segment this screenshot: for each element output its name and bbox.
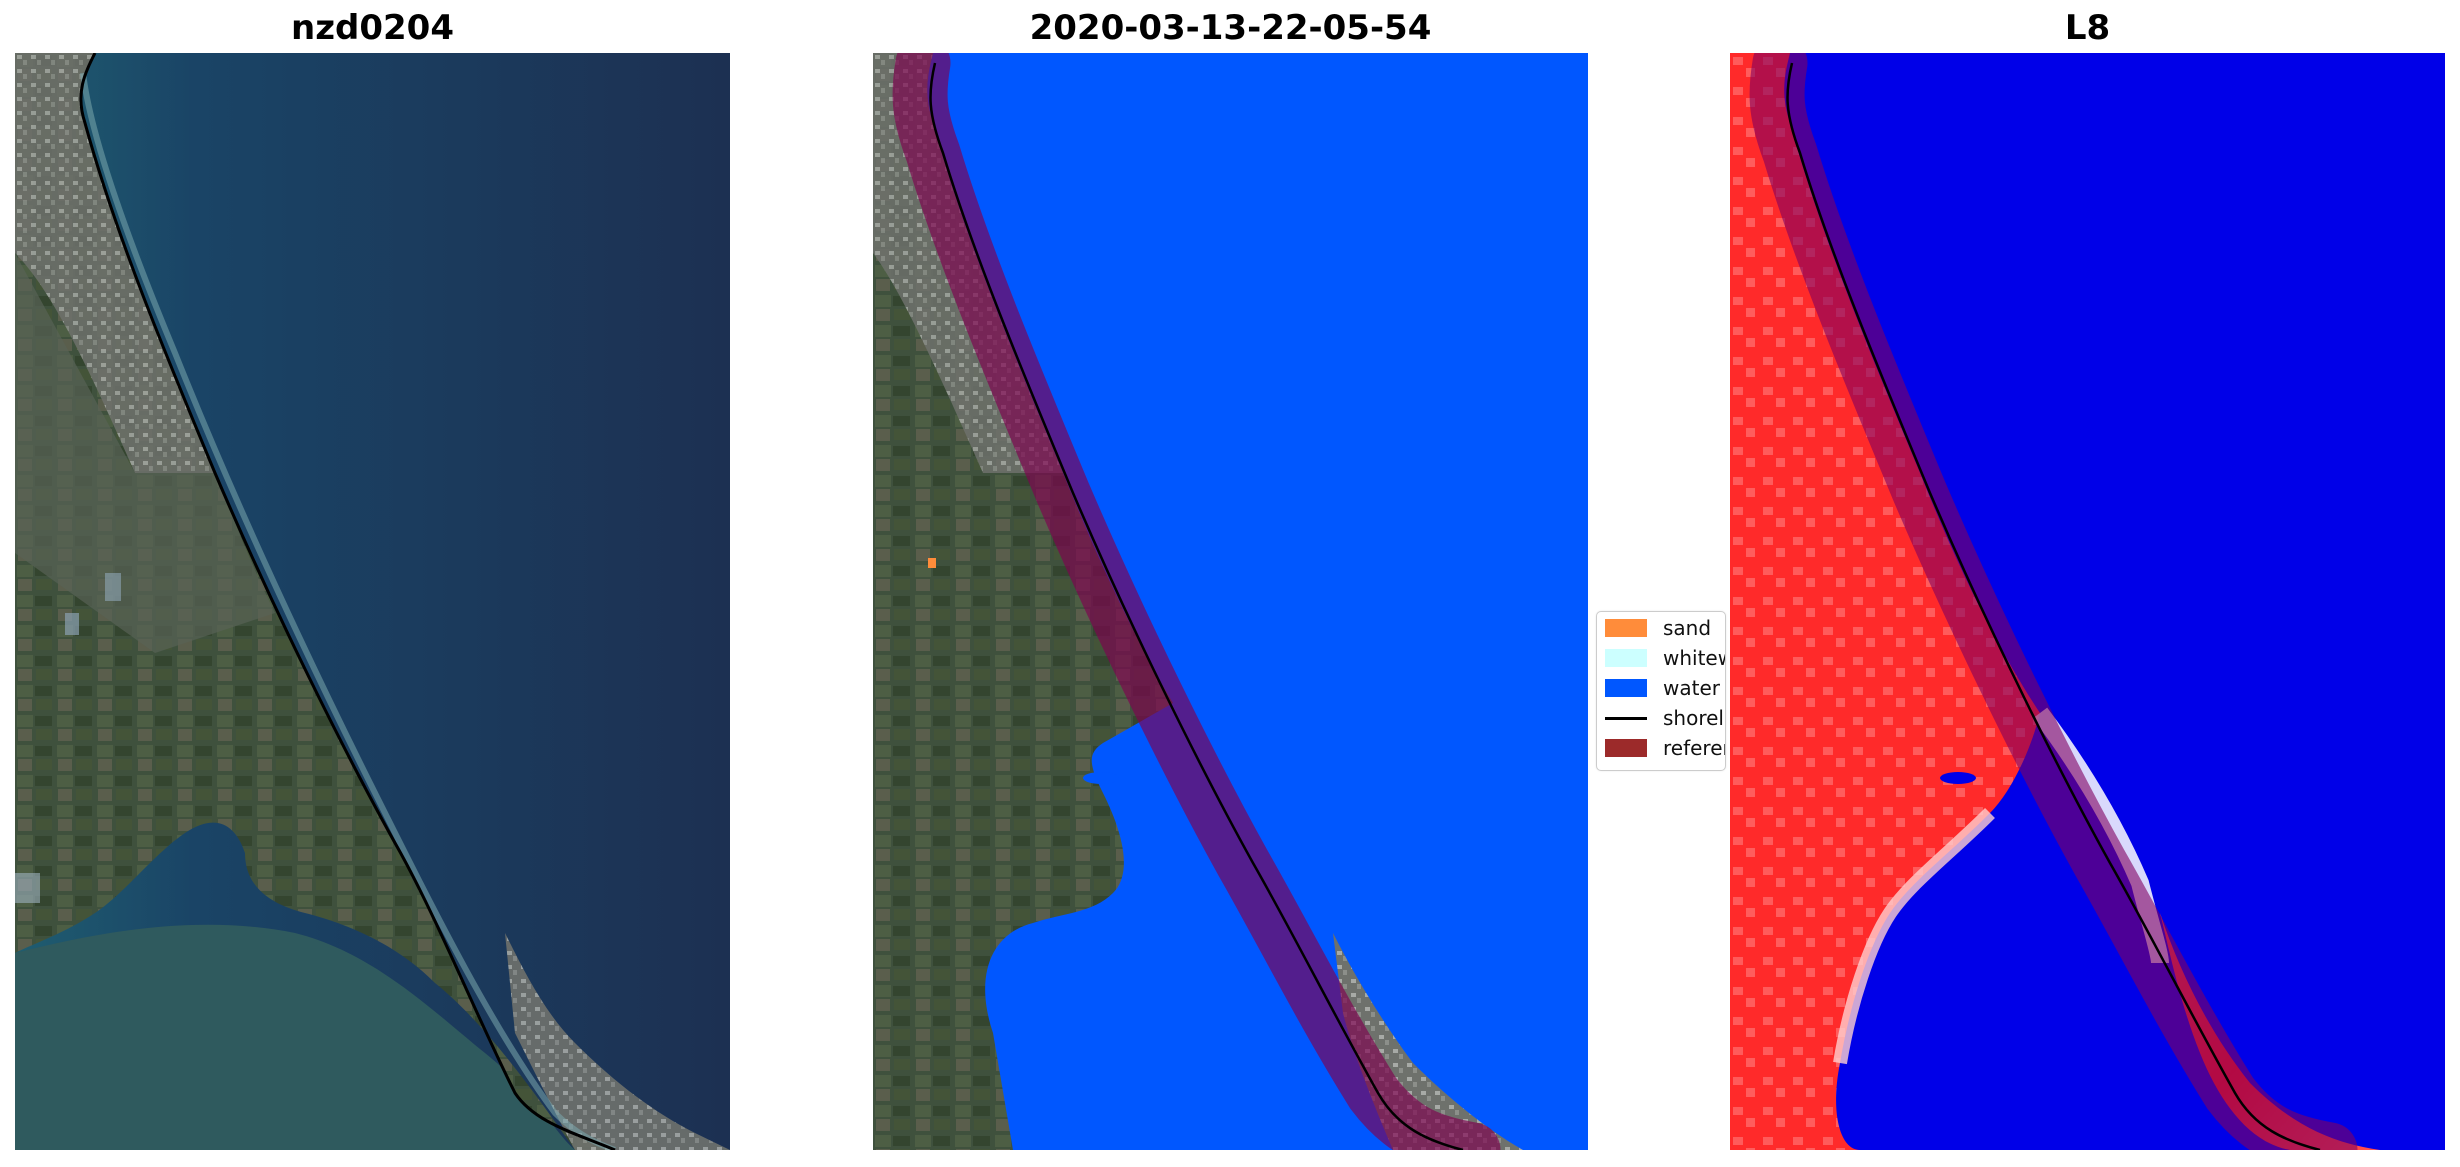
panel-title-right: L8	[2064, 8, 2111, 48]
shoreline-line	[1786, 62, 2321, 1150]
whitewater-swatch	[1605, 649, 1647, 667]
legend-item-shoreline: shorel	[1605, 705, 1724, 731]
shoreline-line	[79, 53, 616, 1150]
reference-buffer	[1749, 53, 2358, 1150]
legend-label: shorel	[1663, 706, 1724, 730]
shoreline-line	[929, 62, 1464, 1150]
reference-swatch	[1605, 739, 1647, 757]
rgb-satellite-image	[15, 53, 730, 1150]
legend-item-water: water	[1605, 675, 1720, 701]
reference-buffer	[892, 53, 1501, 1150]
panel-title-middle: 2020-03-13-22-05-54	[1029, 8, 1432, 48]
panel-title-left: nzd0204	[291, 8, 454, 48]
legend-label: sand	[1663, 616, 1712, 640]
water-swatch	[1605, 679, 1647, 697]
sand-swatch	[1605, 619, 1647, 637]
classified-image	[873, 53, 1588, 1150]
legend-item-reference: referen	[1605, 735, 1725, 761]
legend-label: water	[1663, 676, 1720, 700]
legend-label: referen	[1663, 736, 1725, 760]
legend-item-sand: sand	[1605, 615, 1711, 641]
index-image	[1730, 53, 2445, 1150]
shoreline-swatch	[1605, 709, 1647, 727]
